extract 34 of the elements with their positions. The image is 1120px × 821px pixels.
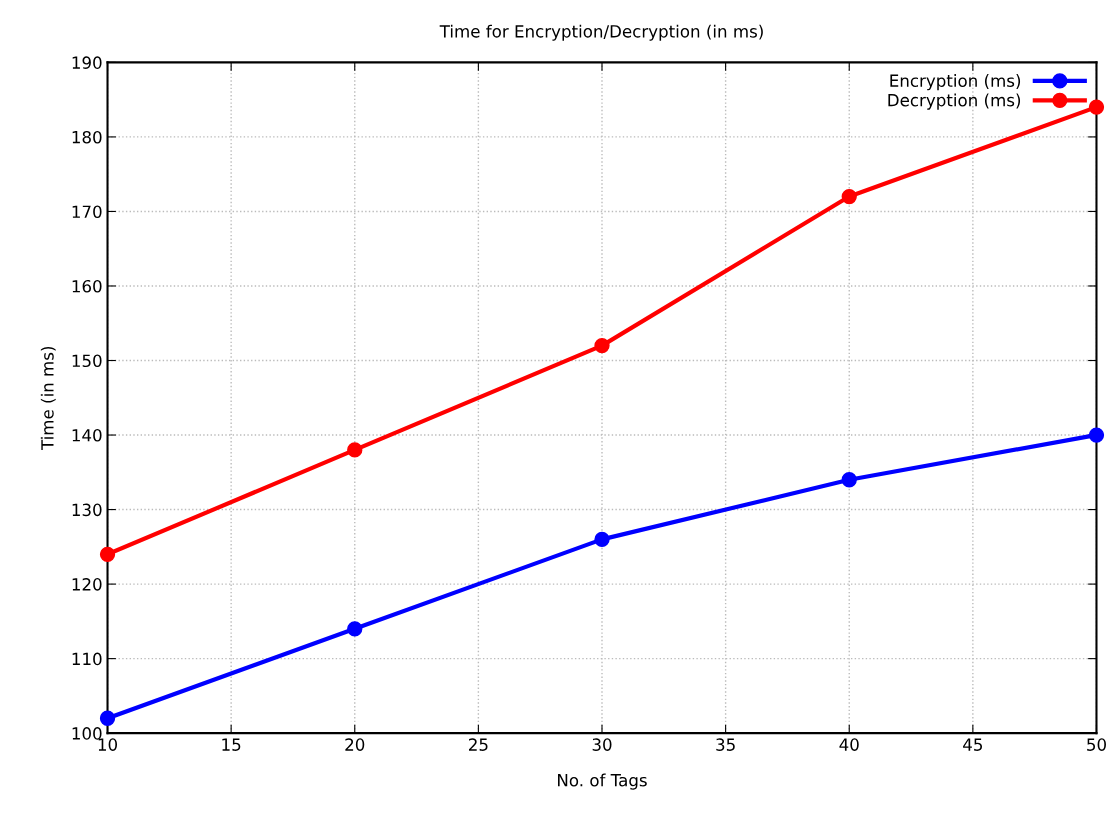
point (99, 546, 116, 562)
y-tick-label: 180 (72, 130, 102, 144)
y-tick-label: 160 (72, 279, 102, 293)
y-tick-label: 100 (72, 727, 102, 740)
x-tick-label: 40 (839, 738, 859, 751)
point (594, 531, 610, 548)
x-tick-label: 10 (98, 738, 118, 751)
y-tick-label: 150 (72, 354, 102, 368)
x-tick-label: 45 (963, 738, 983, 751)
y-tick-label: 190 (72, 56, 102, 69)
legend-label: Encryption (ms) (890, 74, 1021, 91)
point (841, 188, 857, 205)
y-tick-label: 130 (72, 503, 102, 517)
point (1088, 427, 1105, 443)
point (347, 442, 363, 458)
chart-title: Time for Encryption/Decryption (in ms) (439, 24, 763, 41)
x-axis-title: No. of Tags (558, 773, 647, 790)
x-tick-label: 15 (222, 738, 241, 751)
x-tick-label: 35 (716, 738, 735, 751)
x-tick-label: 25 (469, 738, 488, 751)
point (594, 337, 610, 354)
x-tick-label: 20 (345, 738, 365, 751)
y-tick-label: 170 (72, 205, 102, 219)
point (347, 621, 363, 637)
y-tick-label: 110 (72, 652, 102, 666)
y-axis-title: Time (in ms) (40, 346, 56, 451)
x-tick-label: 50 (1087, 738, 1106, 751)
y-tick-label: 120 (72, 578, 102, 591)
point (841, 472, 857, 488)
point (99, 710, 116, 726)
point (1088, 99, 1105, 115)
y-tick-label: 140 (72, 429, 102, 442)
legend-label: Decryption (ms) (888, 93, 1021, 110)
x-tick-label: 30 (592, 738, 612, 751)
